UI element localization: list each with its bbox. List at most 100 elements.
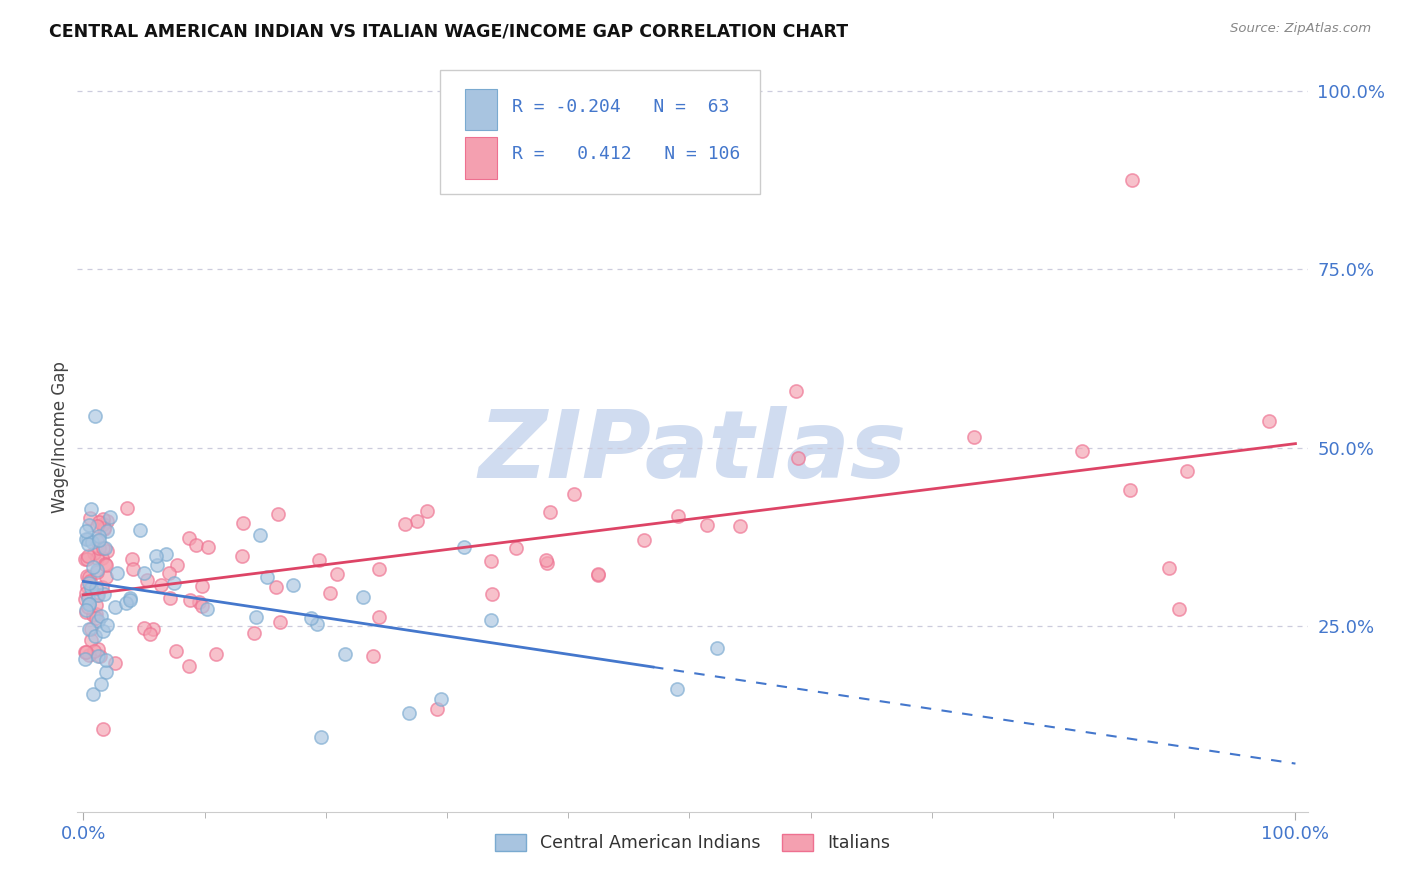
Point: [86, 581, 108, 595]
Point: [187, 595, 209, 609]
Point: [79, 648, 101, 662]
Point: [90, 677, 112, 691]
Point: [94, 558, 117, 572]
Point: [311, 730, 333, 744]
Point: [633, 533, 655, 547]
Point: [75, 592, 97, 607]
Point: [96, 524, 118, 538]
Point: [269, 615, 291, 629]
Point: [190, 579, 212, 593]
Point: [75, 645, 97, 659]
Point: [87, 588, 110, 602]
Text: Source: ZipAtlas.com: Source: ZipAtlas.com: [1230, 22, 1371, 36]
Point: [77, 533, 100, 547]
Point: [120, 593, 142, 607]
Point: [75, 586, 97, 600]
Point: [87, 533, 110, 547]
Point: [75, 524, 97, 539]
Point: [93, 587, 115, 601]
Point: [333, 647, 356, 661]
Point: [145, 549, 167, 563]
FancyBboxPatch shape: [465, 88, 496, 130]
Point: [115, 596, 138, 610]
Point: [90, 609, 112, 624]
Text: R = -0.204   N =  63: R = -0.204 N = 63: [512, 97, 730, 116]
Point: [77, 575, 100, 590]
Point: [83, 644, 105, 658]
Point: [232, 516, 254, 530]
Point: [79, 569, 101, 583]
Point: [122, 562, 145, 576]
Point: [79, 598, 101, 612]
Point: [86, 588, 108, 602]
Point: [94, 570, 117, 584]
Point: [149, 577, 172, 591]
Point: [75, 605, 97, 619]
Point: [77, 597, 100, 611]
Point: [562, 487, 585, 501]
Point: [696, 518, 718, 533]
Point: [163, 575, 186, 590]
Point: [536, 557, 558, 571]
Point: [75, 603, 97, 617]
Point: [91, 517, 114, 532]
Text: R =   0.412   N = 106: R = 0.412 N = 106: [512, 145, 740, 163]
Point: [728, 518, 751, 533]
Point: [90, 580, 112, 594]
Point: [155, 547, 177, 561]
Point: [394, 516, 416, 531]
Point: [132, 566, 155, 580]
Point: [256, 570, 278, 584]
Point: [195, 602, 218, 616]
Point: [93, 521, 115, 535]
Point: [197, 541, 219, 555]
Point: [231, 549, 253, 563]
Point: [77, 591, 100, 605]
Point: [1119, 483, 1142, 497]
Point: [73, 645, 96, 659]
Point: [93, 512, 115, 526]
Point: [1121, 173, 1143, 187]
Point: [299, 611, 322, 625]
Point: [430, 691, 453, 706]
Point: [159, 591, 181, 605]
Point: [84, 599, 107, 613]
FancyBboxPatch shape: [465, 137, 496, 178]
Point: [249, 528, 271, 542]
Point: [75, 652, 97, 666]
Point: [963, 429, 986, 443]
Point: [586, 566, 609, 581]
Point: [245, 610, 267, 624]
Point: [83, 546, 105, 560]
Point: [1070, 444, 1092, 458]
Point: [91, 624, 114, 638]
Text: CENTRAL AMERICAN INDIAN VS ITALIAN WAGE/INCOME GAP CORRELATION CHART: CENTRAL AMERICAN INDIAN VS ITALIAN WAGE/…: [49, 22, 848, 40]
Point: [84, 610, 107, 624]
Point: [146, 558, 169, 572]
Point: [77, 549, 100, 563]
Point: [83, 629, 105, 643]
Point: [319, 586, 342, 600]
Legend: Central American Indians, Italians: Central American Indians, Italians: [488, 827, 897, 859]
Point: [89, 541, 111, 556]
Point: [73, 552, 96, 566]
Point: [479, 613, 502, 627]
Point: [361, 649, 384, 664]
Point: [82, 687, 104, 701]
Point: [165, 644, 187, 658]
Point: [281, 577, 304, 591]
Point: [86, 519, 108, 533]
Point: [91, 722, 114, 736]
Point: [243, 625, 266, 640]
Point: [105, 566, 128, 581]
Point: [86, 642, 108, 657]
Point: [786, 450, 808, 465]
Point: [80, 502, 103, 516]
Point: [98, 510, 121, 524]
Point: [89, 515, 111, 529]
Point: [666, 508, 689, 523]
Point: [142, 622, 165, 636]
Point: [1258, 414, 1281, 428]
Point: [398, 706, 420, 720]
Point: [86, 551, 108, 566]
